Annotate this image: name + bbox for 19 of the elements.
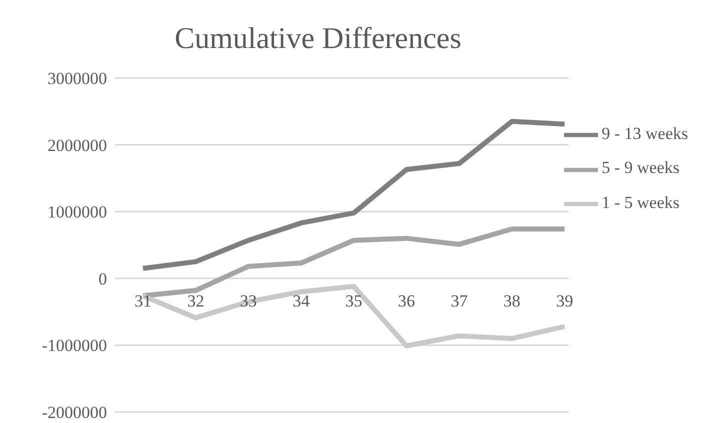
x-tick-label: 37 — [450, 291, 468, 310]
y-tick-label: 0 — [98, 269, 107, 288]
y-tick-label: -2000000 — [42, 403, 107, 422]
legend-label: 9 - 13 weeks — [602, 124, 688, 143]
x-tick-label: 32 — [187, 291, 204, 310]
x-tick-label: 31 — [134, 291, 152, 310]
legend-label: 5 - 9 weeks — [602, 158, 680, 178]
x-tick-label: 38 — [503, 291, 520, 310]
x-tick-label: 34 — [292, 291, 310, 310]
y-tick-label: 2000000 — [48, 136, 107, 155]
x-tick-label: 35 — [345, 291, 362, 310]
y-tick-label: 1000000 — [48, 202, 107, 222]
legend-label: 1 - 5 weeks — [602, 192, 680, 212]
y-tick-label: 3000000 — [48, 69, 107, 88]
x-tick-label: 33 — [240, 291, 257, 310]
x-tick-label: 39 — [556, 291, 574, 310]
chart-title: Cumulative Differences — [174, 22, 462, 56]
y-tick-label: -1000000 — [42, 336, 107, 356]
x-tick-label: 36 — [398, 291, 415, 310]
